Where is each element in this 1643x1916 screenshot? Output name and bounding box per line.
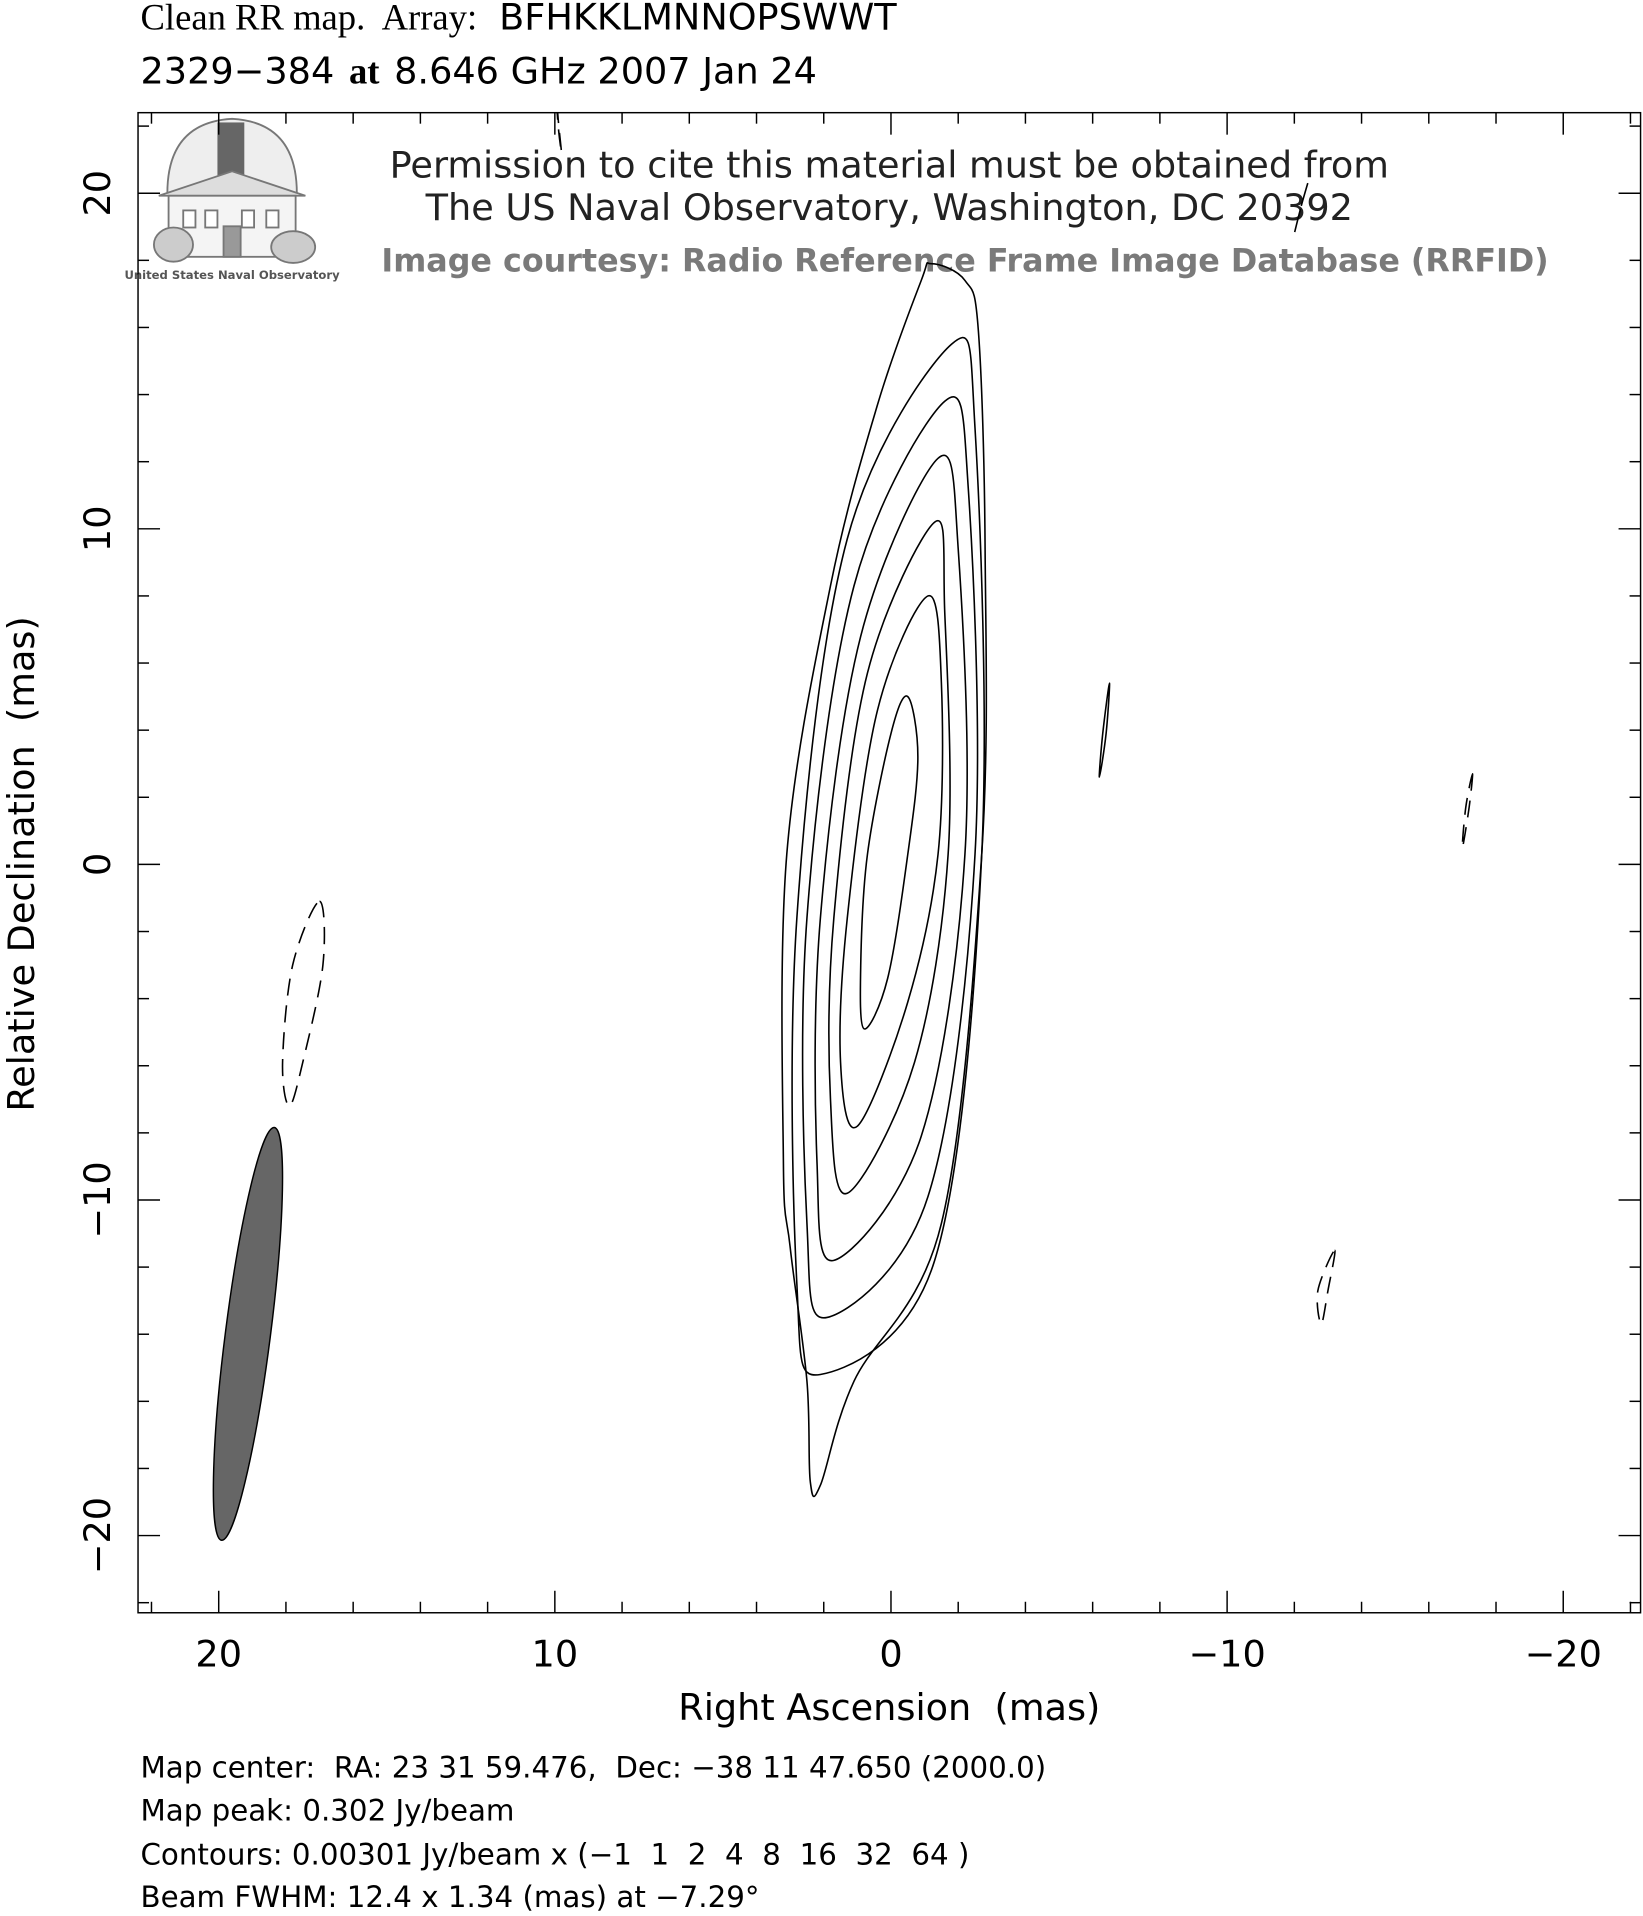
logo (153, 117, 317, 264)
x-axis-label: Right Ascension (mas) (678, 1686, 1100, 1729)
x-tick-label: 0 (879, 1633, 902, 1676)
negative-contour (1461, 772, 1474, 849)
y-tick-label: −10 (76, 1161, 119, 1238)
observation: 8.646 GHz 2007 Jan 24 (394, 49, 817, 92)
at: at (349, 50, 380, 91)
contour (814, 454, 968, 1262)
y-axis-label: Relative Declination (mas) (0, 616, 43, 1111)
address-text: The US Naval Observatory, Washington, DC… (425, 186, 1353, 229)
beam (212, 1126, 284, 1542)
y-tick-label: 10 (76, 506, 119, 553)
title-label: Clean RR map. Array: (140, 0, 477, 38)
footer-line: Map peak: 0.302 Jy/beam (140, 1793, 514, 1827)
x-tick-label: 20 (195, 1633, 242, 1676)
negative-contour (1316, 1249, 1336, 1325)
contour (839, 595, 944, 1129)
x-tick-label: −20 (1525, 1633, 1602, 1676)
array: BFHKKLMNNOPSWWT (499, 0, 897, 39)
plot-frame (137, 111, 1642, 1614)
contour (801, 396, 979, 1319)
contour (1098, 682, 1111, 778)
contour (859, 695, 919, 1030)
contour (828, 519, 951, 1195)
footer-line: Map center: RA: 23 31 59.476, Dec: −38 1… (140, 1751, 1046, 1785)
y-tick-label: −20 (76, 1497, 119, 1574)
negative-contour (281, 900, 326, 1107)
permission-text: Permission to cite this material must be… (390, 143, 1389, 186)
source: 2329−384 (140, 49, 334, 92)
title: Clean RR map. Array: BFHKKLMNNOPSWWT (140, 0, 897, 39)
negative-contour (1293, 182, 1309, 234)
y-tick-label: 20 (76, 170, 119, 217)
footer-line: Beam FWHM: 12.4 x 1.34 (mas) at −7.29° (140, 1880, 759, 1914)
y-tick-label: 0 (76, 853, 119, 876)
logo-caption: United States Naval Observatory (125, 268, 341, 282)
plot-area (212, 112, 1474, 1542)
x-tick-label: −10 (1188, 1633, 1265, 1676)
courtesy-text: Image courtesy: Radio Reference Frame Im… (381, 243, 1548, 279)
subtitle: 2329−384 at 8.646 GHz 2007 Jan 24 (140, 49, 816, 92)
footer-line: Contours: 0.00301 Jy/beam x (−1 1 2 4 8 … (140, 1837, 969, 1871)
contour (781, 262, 988, 1498)
contour (791, 336, 986, 1376)
x-tick-label: 10 (532, 1633, 579, 1676)
